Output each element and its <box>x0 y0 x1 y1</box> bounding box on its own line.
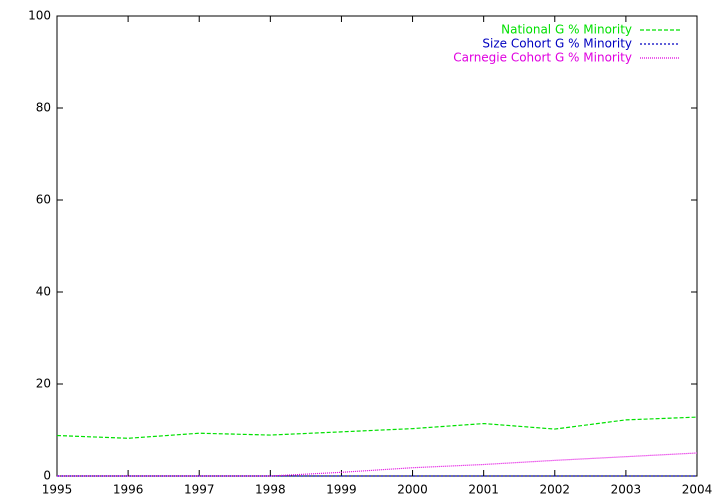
x-tick-label: 1999 <box>326 483 357 497</box>
series-line <box>57 452 698 477</box>
y-tick-label: 20 <box>36 377 51 391</box>
legend-label: Size Cohort G % Minority <box>482 37 632 51</box>
series-line <box>56 416 698 439</box>
plot-frame <box>56 15 698 477</box>
x-tick-label: 1995 <box>42 483 73 497</box>
legend-label: Carnegie Cohort G % Minority <box>453 51 632 65</box>
x-tick-label: 1998 <box>255 483 286 497</box>
x-tick-label: 2002 <box>540 483 571 497</box>
x-tick-label: 2004 <box>682 483 713 497</box>
y-tick-label: 80 <box>36 101 51 115</box>
x-tick-label: 2001 <box>468 483 499 497</box>
x-tick-label: 2000 <box>397 483 428 497</box>
y-tick-label: 0 <box>43 469 51 483</box>
y-tick-label: 100 <box>28 9 51 23</box>
y-tick-label: 60 <box>36 193 51 207</box>
x-tick-label: 1996 <box>113 483 144 497</box>
x-tick-label: 1997 <box>184 483 215 497</box>
y-tick-label: 40 <box>36 285 51 299</box>
legend-label: National G % Minority <box>501 23 632 37</box>
x-tick-label: 2003 <box>611 483 642 497</box>
